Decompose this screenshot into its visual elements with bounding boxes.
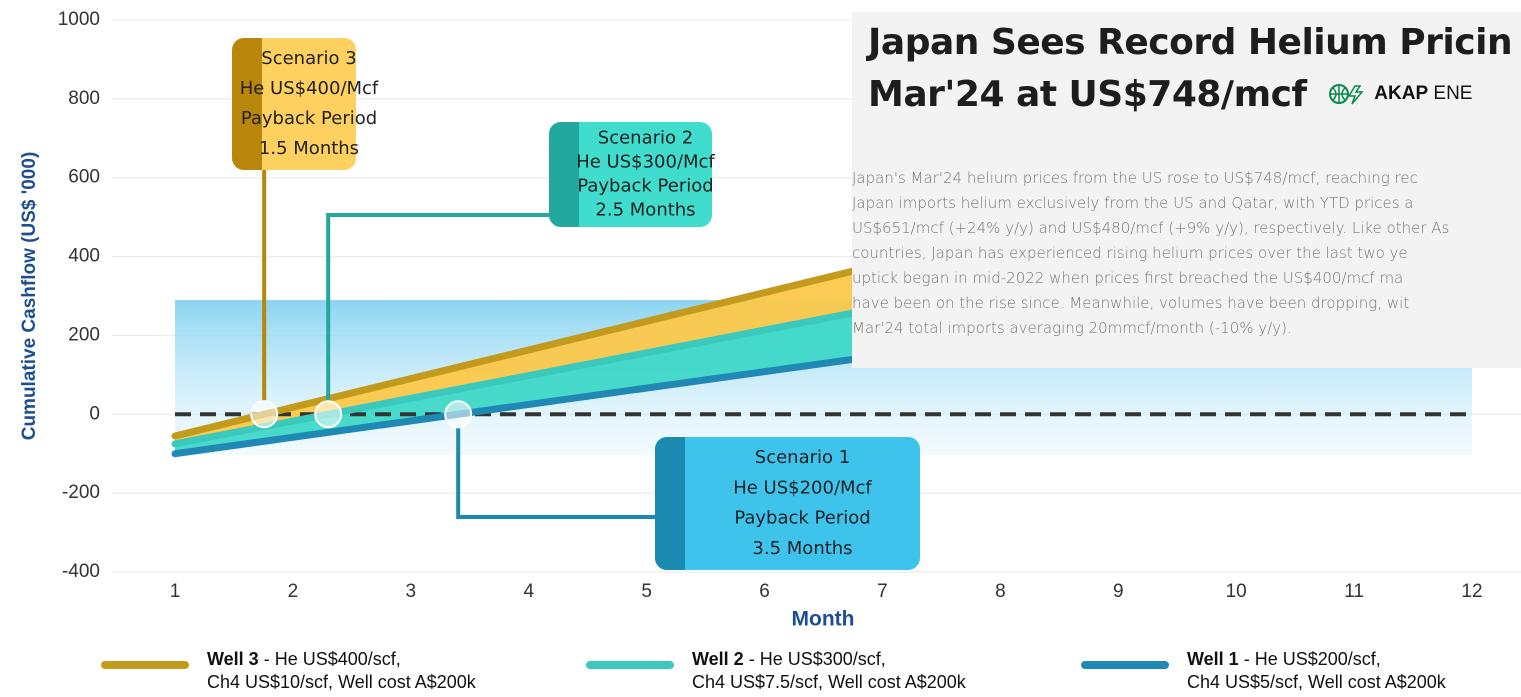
legend-name: Well 1 (1187, 649, 1239, 669)
x-tick-label: 9 (1113, 581, 1124, 602)
legend-label: Ch4 US$7.5/scf, Well cost A$200k (692, 672, 967, 692)
legend-label: Ch4 US$5/scf, Well cost A$200k (1187, 672, 1447, 692)
card-body-line: US$651/mcf (+24% y/y) and US$480/mcf (+9… (852, 219, 1450, 237)
callout-text: He US$400/Mcf (240, 78, 379, 99)
callout-text: 3.5 Months (752, 538, 852, 559)
callout-strip (549, 122, 579, 227)
card-body-line: Mar'24 total imports averaging 20mmcf/mo… (852, 319, 1292, 337)
breakeven-marker (314, 400, 343, 429)
callout-text: He US$200/Mcf (733, 477, 872, 498)
y-tick-label: 0 (89, 403, 100, 424)
callout-text: He US$300/Mcf (576, 152, 715, 173)
y-tick-label: 600 (68, 167, 100, 188)
callout-connector (326, 213, 549, 401)
callout-box (549, 122, 712, 227)
card-body-line: countries, Japan has experienced rising … (852, 244, 1408, 262)
x-tick-label: 8 (995, 581, 1006, 602)
legend-name: Well 3 (207, 649, 259, 669)
y-tick-label: -200 (62, 482, 100, 503)
callout-text: Payback Period (577, 175, 713, 196)
logo-text: ENE (1433, 83, 1473, 105)
y-tick-label: 1000 (58, 9, 100, 30)
x-tick-label: 1 (170, 581, 181, 602)
x-axis-title: Month (792, 608, 855, 631)
x-tick-label: 7 (877, 581, 888, 602)
x-tick-label: 6 (759, 581, 770, 602)
legend-label: Well 3- He US$400/scf, (207, 649, 401, 669)
callout-connector (456, 428, 655, 519)
legend-label: Well 2- He US$300/scf, (692, 649, 886, 669)
legend-desc: - He US$400/scf, (264, 649, 401, 669)
legend-desc: - He US$300/scf, (749, 649, 886, 669)
callout-text: Scenario 2 (598, 128, 693, 149)
x-tick-label: 4 (523, 581, 534, 602)
callout-text: Scenario 1 (755, 447, 850, 468)
y-tick-label: 200 (68, 324, 100, 345)
y-tick-label: 800 (68, 88, 100, 109)
callout-text: Scenario 3 (261, 48, 356, 69)
y-axis-title: Cumulative Cashflow (US$ '000) (19, 152, 40, 441)
y-tick-label: -400 (62, 561, 100, 582)
breakeven-marker (444, 400, 473, 429)
callout-text: Payback Period (734, 508, 870, 529)
card-body-line: Japan's Mar'24 helium prices from the US… (852, 169, 1418, 187)
callout-text: 1.5 Months (259, 138, 359, 159)
x-tick-label: 10 (1226, 581, 1247, 602)
legend-label: Ch4 US$10/scf, Well cost A$200k (207, 672, 477, 692)
logo-text: AKAP (1374, 83, 1429, 105)
callout-strip (655, 437, 685, 570)
callout-box (232, 38, 356, 170)
logo: AKAP ENE (1327, 82, 1472, 106)
card-body-line: uptick began in mid-2022 when prices fir… (852, 269, 1404, 287)
x-tick-label: 11 (1344, 581, 1364, 602)
card-title: Japan Sees Record Helium Pricin (868, 22, 1513, 63)
legend-label: Well 1- He US$200/scf, (1187, 649, 1381, 669)
callout-strip (232, 38, 262, 170)
x-tick-label: 3 (406, 581, 417, 602)
news-card: Japan Sees Record Helium Pricin Mar'24 a… (852, 12, 1521, 368)
card-body-line: have been on the rise since. Meanwhile, … (852, 294, 1410, 312)
x-tick-label: 12 (1461, 581, 1482, 602)
logo-icon (1329, 84, 1364, 105)
legend-name: Well 2 (692, 649, 744, 669)
card-body-line: Japan imports helium exclusively from th… (852, 194, 1414, 212)
x-tick-label: 5 (641, 581, 652, 602)
card-body: Japan's Mar'24 helium prices from the US… (852, 166, 1449, 341)
callout-box (655, 437, 920, 570)
y-tick-label: 400 (68, 246, 100, 267)
callout-text: Payback Period (241, 108, 377, 129)
callout-text: 2.5 Months (595, 199, 695, 220)
card-title: Mar'24 at US$748/mcf (868, 74, 1307, 115)
x-tick-label: 2 (288, 581, 299, 602)
legend-desc: - He US$200/scf, (1244, 649, 1381, 669)
breakeven-marker (250, 400, 279, 429)
